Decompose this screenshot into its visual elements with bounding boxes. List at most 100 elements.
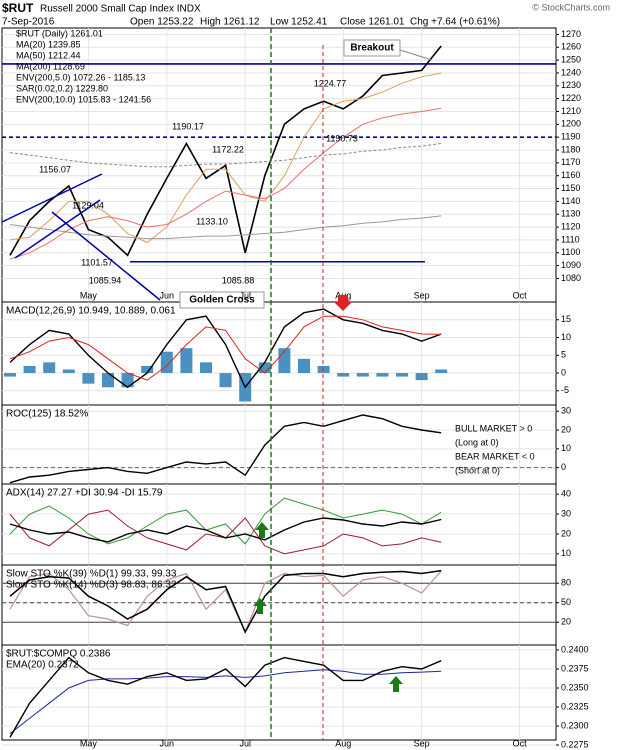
y-tick-label: 0: [561, 462, 566, 472]
histogram-bar: [356, 373, 369, 377]
x-tick-label: May: [80, 738, 98, 748]
x-tick-label: Oct: [513, 290, 528, 300]
y-tick-label: 0.2375: [561, 663, 589, 673]
series-line: [9, 72, 442, 244]
histogram-bar: [337, 373, 350, 377]
x-tick-label: May: [80, 290, 98, 300]
y-tick-label: 1170: [561, 157, 580, 167]
series-line: [9, 414, 442, 484]
histogram-bar: [160, 351, 173, 374]
panel-note: (Short at 0): [455, 465, 500, 475]
histogram-bar: [180, 348, 193, 374]
series-line: [9, 215, 442, 240]
legend-entry: ENV(200,10.0) 1015.83 - 1241.56: [16, 94, 151, 104]
series-line: [9, 509, 442, 555]
annotation: 1190.73: [326, 133, 358, 143]
histogram-bar: [415, 373, 428, 381]
y-tick-label: 10: [561, 443, 571, 453]
histogram-bar: [298, 358, 310, 374]
legend-entry: SAR(0.02,0.2) 1229.80: [16, 83, 108, 93]
x-tick-label: Jun: [160, 738, 175, 748]
y-tick-label: 1140: [561, 196, 580, 206]
panel-label: MACD(12,26,9) 10.949, 10.889, 0.061: [6, 306, 176, 317]
legend-entry: ENV(200,5.0) 1072.26 - 1185.13: [16, 72, 145, 82]
annotation: Breakout: [350, 43, 394, 54]
legend-entry: MA(20) 1239.85: [16, 39, 81, 49]
y-tick-label: 1080: [561, 273, 581, 283]
quote-field: Low 1252.41: [270, 17, 328, 28]
panel-label: ROC(125) 18.52%: [6, 409, 88, 420]
arrow-up: [253, 598, 267, 614]
histogram-bar: [4, 373, 16, 377]
x-tick-label: Oct: [513, 738, 528, 748]
histogram-bar: [396, 373, 408, 377]
annotation: 1190.17: [172, 121, 204, 131]
y-tick-label: 0.2275: [561, 739, 589, 749]
y-tick-label: 1090: [561, 260, 581, 270]
y-tick-label: 20: [561, 617, 571, 627]
arrow-up: [389, 676, 403, 692]
panel-frame: [1, 644, 557, 741]
y-tick-label: 1180: [561, 144, 580, 154]
chart-date: 7-Sep-2016: [2, 17, 55, 28]
y-tick-label: 1120: [561, 221, 580, 231]
histogram-bar: [200, 362, 212, 374]
panel-label: Slow STO %K(39) %D(1) 99.33, 99.33: [6, 569, 177, 580]
histogram-bar: [43, 362, 56, 374]
histogram-bar: [435, 369, 448, 374]
y-tick-label: 0: [561, 367, 566, 377]
panel-label: Slow STO %K(14) %D(3) 98.83, 86.32: [6, 580, 177, 591]
series-line: [9, 45, 442, 257]
annotation: 1101.57: [81, 257, 113, 267]
y-tick-label: 15: [561, 314, 571, 324]
y-tick-label: 1200: [561, 119, 581, 129]
y-tick-label: 1260: [561, 42, 581, 52]
series-line: [9, 669, 442, 734]
y-tick-label: 10: [561, 548, 571, 558]
panel-label: EMA(20) 0.2372: [6, 660, 79, 671]
series-line: [9, 142, 442, 168]
annotation: Golden Cross: [189, 295, 255, 306]
series-line: [9, 107, 442, 260]
series-line: [9, 656, 442, 738]
panel-note: BEAR MARKET < 0: [455, 451, 535, 461]
y-tick-label: 0.2400: [561, 644, 589, 654]
x-tick-label: Jul: [239, 290, 251, 300]
histogram-bar: [258, 362, 271, 374]
chart-subtitle: Russell 2000 Small Cap Index INDX: [40, 4, 201, 15]
series-line: [9, 315, 442, 381]
x-tick-label: Jul: [239, 738, 251, 748]
y-tick-label: 1190: [561, 132, 580, 142]
y-tick-label: 30: [561, 406, 571, 416]
legend-entry: MA(200) 1128.69: [16, 61, 85, 71]
arrow-down: [334, 295, 352, 311]
annotation: 1133.10: [196, 216, 228, 226]
histogram-bar: [82, 373, 95, 384]
quote-field: High 1261.12: [200, 17, 260, 28]
histogram-bar: [62, 369, 75, 374]
quote-field: Close 1261.01: [340, 17, 405, 28]
plot: Open 1253.22 High 1261.12 Low 1252.41 Close…: [1, 17, 589, 749]
trend-line: [14, 199, 101, 259]
annotation: 1224.77: [314, 78, 347, 88]
histogram-bar: [23, 365, 36, 374]
panel-note: BULL MARKET > 0: [455, 423, 532, 433]
trend-line: [1, 173, 103, 223]
y-tick-label: 1160: [561, 170, 580, 180]
annotation: 1156.07: [39, 164, 71, 174]
histogram-bar: [141, 365, 154, 374]
y-tick-label: 0.2300: [561, 720, 589, 730]
panel-label: $RUT:$COMPQ 0.2386: [6, 649, 111, 660]
arrow-up: [255, 522, 269, 538]
y-tick-label: 0.2350: [561, 682, 589, 692]
series-line: [9, 569, 442, 634]
y-tick-label: 80: [561, 578, 571, 588]
series-line: [9, 517, 442, 543]
panel-note: (Long at 0): [455, 437, 499, 447]
histogram-bar: [102, 373, 114, 388]
annotation: 1172.22: [212, 144, 244, 154]
x-tick-label: Sep: [414, 290, 430, 300]
y-tick-label: 40: [561, 489, 571, 499]
annotation: 1129.04: [72, 200, 104, 210]
